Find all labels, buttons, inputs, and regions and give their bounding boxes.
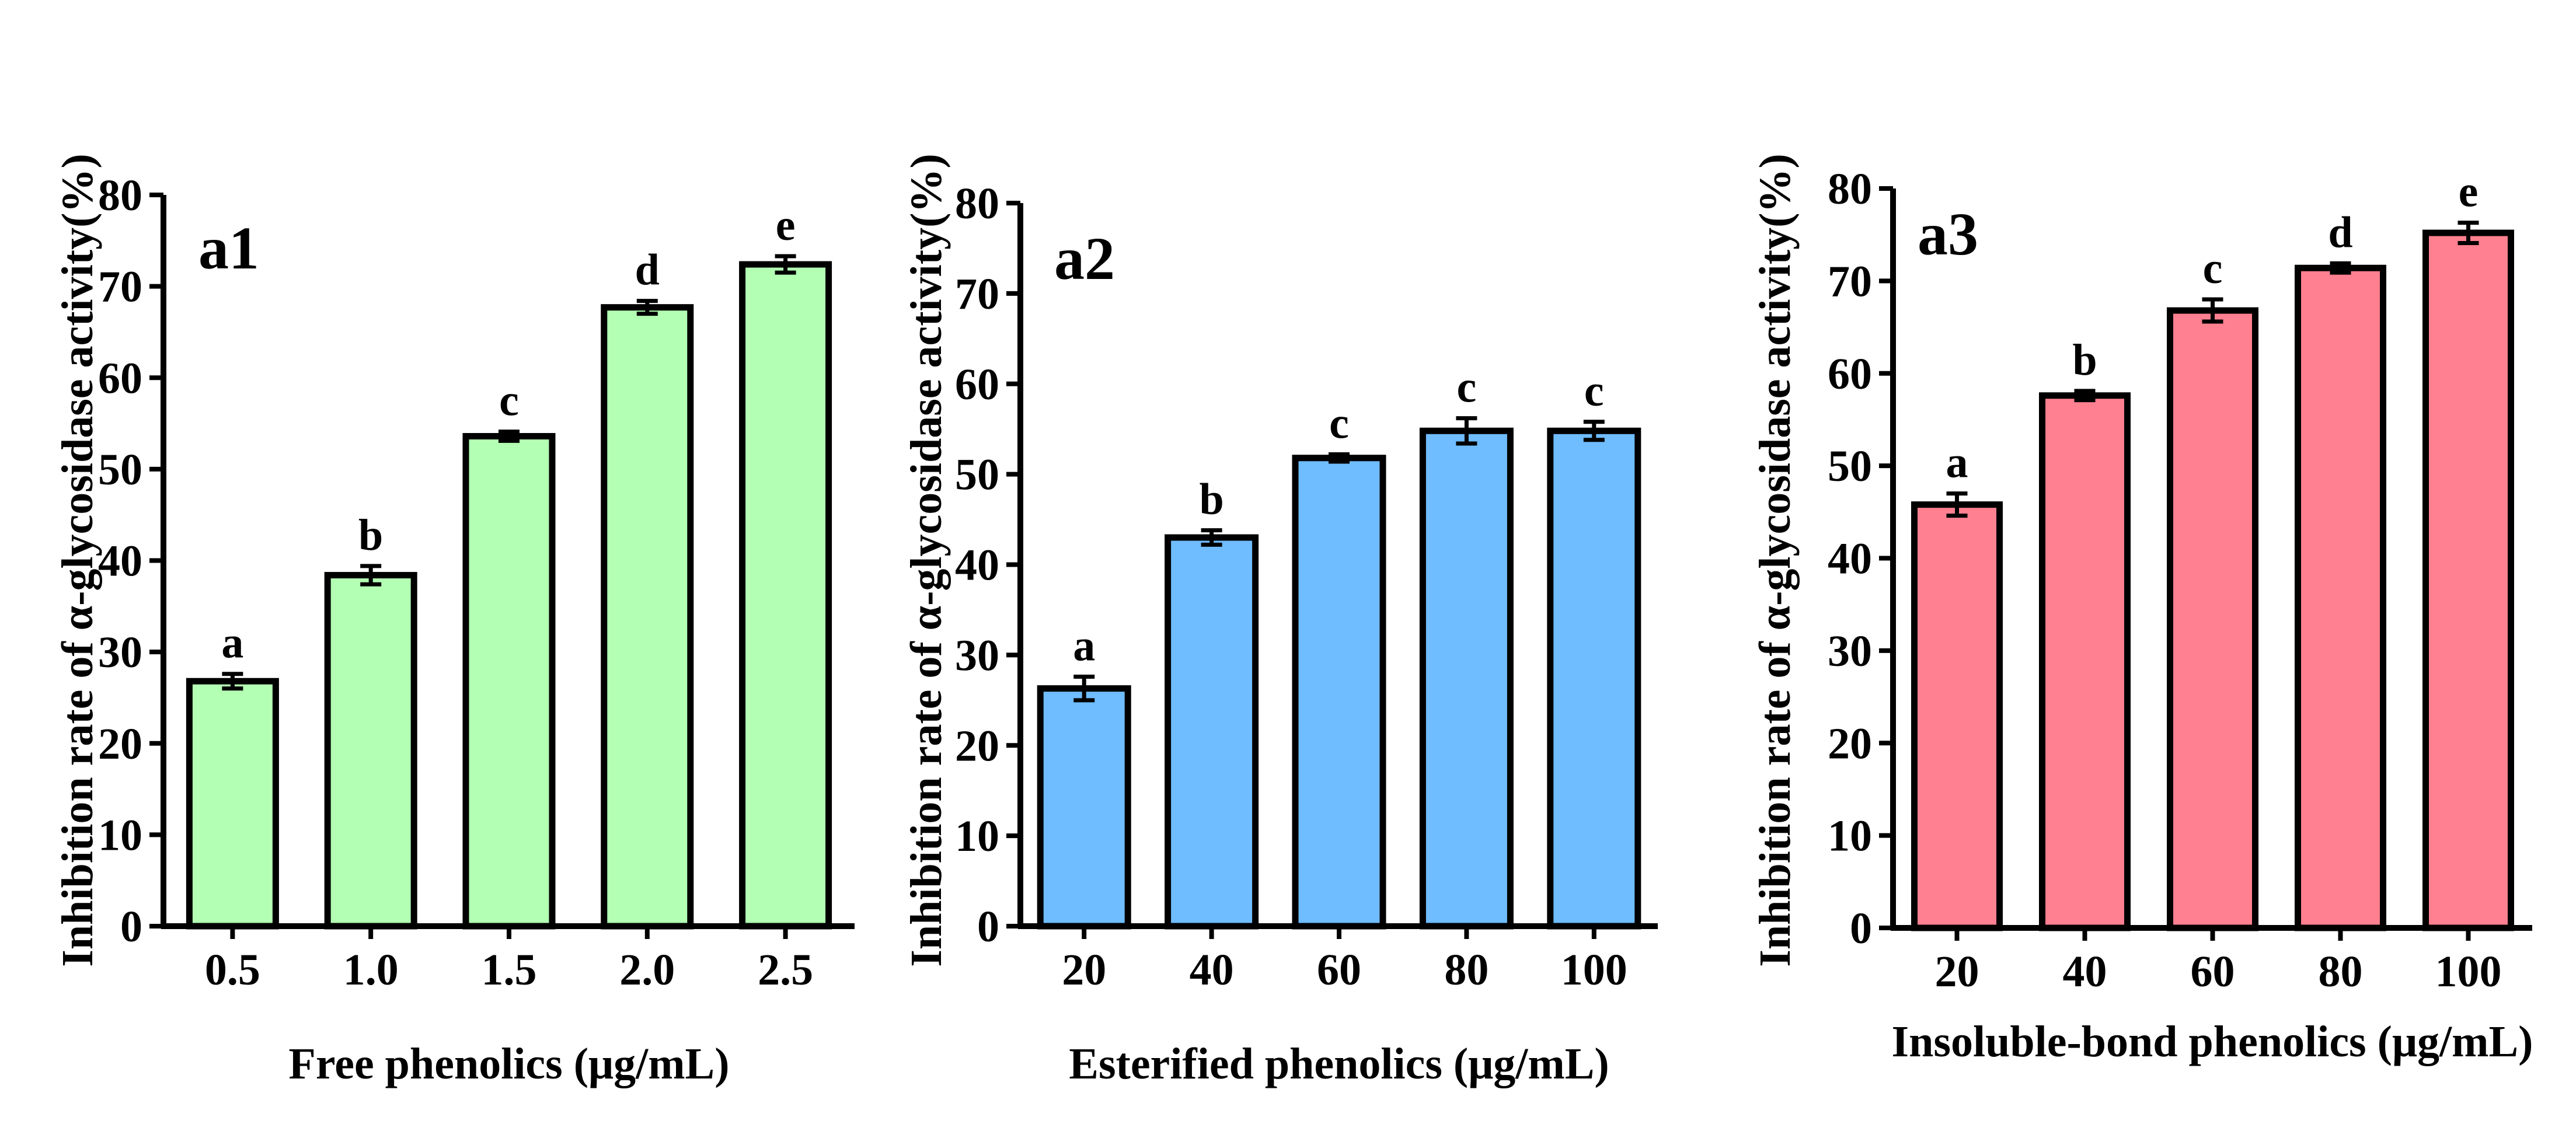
panel-a1-plot: a 0.5 b 1.0 c 1.5 d 2.0 e 2.5 0 10 20 30 40 50 60 70 80 xyxy=(98,171,855,994)
panel-a3-y-tick-label: 20 xyxy=(1828,719,1872,768)
panel-a3-x-tick-label: 60 xyxy=(2191,947,2235,996)
panel-a1-x-tick-label: 2.5 xyxy=(758,945,813,994)
panel-a1-y-tick-label: 30 xyxy=(98,628,142,677)
panel-a1-y-tick-label: 60 xyxy=(98,354,142,403)
panel-a3-x-tick-label: 100 xyxy=(2435,947,2502,996)
panel-a2-bar xyxy=(1292,455,1386,930)
panel-a1-y-tick-label: 80 xyxy=(98,171,142,220)
panel-a2-y-tick-label: 30 xyxy=(955,631,999,680)
panel-a1-significance-letter: d xyxy=(635,246,660,295)
panel-a2-x-tick-label: 80 xyxy=(1444,945,1489,994)
panel-a3-bar xyxy=(2167,307,2258,931)
panel-a1-y-tick-label: 20 xyxy=(98,720,142,769)
panel-a1-x-tick-label: 2.0 xyxy=(619,945,675,994)
panel-a3-x-tick-label: 20 xyxy=(1935,947,1979,996)
panel-a2-y-tick-label: 20 xyxy=(955,721,999,770)
panel-a2-y-tick-label: 60 xyxy=(955,360,999,409)
panel-a3-y-tick-label: 50 xyxy=(1828,442,1872,491)
panel-a2: Inhibition rate of α-glycosidase activit… xyxy=(902,153,1609,1088)
panel-a3-significance-letter: d xyxy=(2328,208,2352,257)
panel-a3-y-tick-label: 30 xyxy=(1828,627,1872,676)
panel-a1-significance-letter: a xyxy=(221,619,243,668)
panel-a2-label: a2 xyxy=(1054,225,1115,292)
panel-a3-label: a3 xyxy=(1918,201,1978,268)
panel-a2-significance-letter: c xyxy=(1457,363,1477,412)
panel-a1-y-tick-label: 0 xyxy=(120,902,142,951)
panel-a3-x-tick-label: 80 xyxy=(2319,947,2363,996)
panel-a2-y-tick-label: 50 xyxy=(955,451,999,500)
panel-a1-bar xyxy=(324,572,417,930)
panel-a3-y-tick-label: 40 xyxy=(1828,535,1872,584)
panel-a2-significance-letter: c xyxy=(1584,366,1604,416)
panel-a2-significance-letter: c xyxy=(1329,399,1349,448)
panel-a3-bar xyxy=(2422,229,2514,931)
panel-a2-bar xyxy=(1547,427,1641,930)
panel-a3-y-tick-label: 70 xyxy=(1828,257,1872,306)
panel-a3-bar xyxy=(1911,501,2003,931)
panel-a2-y-axis-title: Inhibition rate of α-glycosidase activit… xyxy=(902,153,951,966)
panel-a2-x-axis-title: Esterified phenolics (μg/mL) xyxy=(1069,1039,1609,1088)
panel-a1-bar xyxy=(462,432,556,930)
panel-a2-significance-letter: b xyxy=(1199,475,1223,524)
panel-a2-x-tick-label: 40 xyxy=(1190,945,1234,994)
panel-a1-y-axis-title: Inhibition rate of α-glycosidase activit… xyxy=(53,153,102,966)
panel-a3-y-tick-label: 10 xyxy=(1828,812,1872,861)
panel-a3-x-tick-label: 40 xyxy=(2063,947,2107,996)
panel-a1-y-tick-label: 50 xyxy=(98,445,142,494)
panel-a3-significance-letter: e xyxy=(2459,167,2479,217)
panel-a1-y-tick-label: 10 xyxy=(98,811,142,860)
panel-a2-plot: a 20 b 40 c 60 c 80 c 100 0 10 20 30 40 50 60 70 80 xyxy=(955,179,1658,994)
panel-a1-x-tick-label: 1.5 xyxy=(482,945,537,994)
panel-a1: Inhibition rate of α-glycosidase activit… xyxy=(53,153,730,1088)
panel-a1-x-tick-label: 0.5 xyxy=(205,945,260,994)
panel-a2-x-tick-label: 100 xyxy=(1561,945,1627,994)
panel-a2-x-tick-label: 20 xyxy=(1062,945,1106,994)
panel-a3: Inhibition rate of α-glycosidase activit… xyxy=(1751,153,2533,1066)
panel-a1-x-axis-title: Free phenolics (μg/mL) xyxy=(288,1039,729,1088)
panel-a1-bar xyxy=(739,261,832,930)
panel-a1-significance-letter: b xyxy=(358,511,383,560)
panel-a2-y-tick-label: 10 xyxy=(955,812,999,861)
panel-a2-bar xyxy=(1165,534,1259,930)
panel-a3-y-axis-title: Inhibition rate of α-glycosidase activit… xyxy=(1751,153,1800,966)
panel-a2-y-tick-label: 0 xyxy=(977,902,999,951)
panel-a2-x-tick-label: 60 xyxy=(1317,945,1361,994)
panel-a3-bar xyxy=(2295,264,2386,931)
panel-a3-significance-letter: b xyxy=(2072,336,2097,385)
panel-a1-significance-letter: c xyxy=(499,376,519,425)
panel-a3-significance-letter: c xyxy=(2203,244,2223,293)
panel-a2-bar xyxy=(1037,685,1131,930)
panel-a3-y-tick-label: 80 xyxy=(1828,165,1872,214)
panel-a1-y-tick-label: 70 xyxy=(98,263,142,312)
panel-a3-y-tick-label: 0 xyxy=(1850,904,1872,953)
panel-a3-significance-letter: a xyxy=(1946,438,1968,487)
panel-a1-x-tick-label: 1.0 xyxy=(343,945,399,994)
panel-a2-significance-letter: a xyxy=(1073,622,1095,671)
panel-a2-y-tick-label: 70 xyxy=(955,270,999,319)
panel-a1-bar xyxy=(601,304,694,930)
panel-a1-label: a1 xyxy=(198,215,259,282)
panel-a1-bar xyxy=(186,678,279,930)
panel-a3-bar xyxy=(2039,392,2131,931)
panel-a1-y-tick-label: 40 xyxy=(98,537,142,586)
panel-a3-x-axis-title: Insoluble-bond phenolics (μg/mL) xyxy=(1892,1017,2533,1066)
panel-a3-y-tick-label: 60 xyxy=(1828,350,1872,399)
panel-a2-y-tick-label: 40 xyxy=(955,541,999,590)
panel-a2-y-tick-label: 80 xyxy=(955,179,999,228)
panel-a2-bar xyxy=(1419,427,1514,930)
panel-a1-significance-letter: e xyxy=(776,201,796,250)
panel-a3-plot: a 20 b 40 c 60 d 80 e 100 0 10 20 30 40 50 60 70 80 xyxy=(1828,165,2532,996)
